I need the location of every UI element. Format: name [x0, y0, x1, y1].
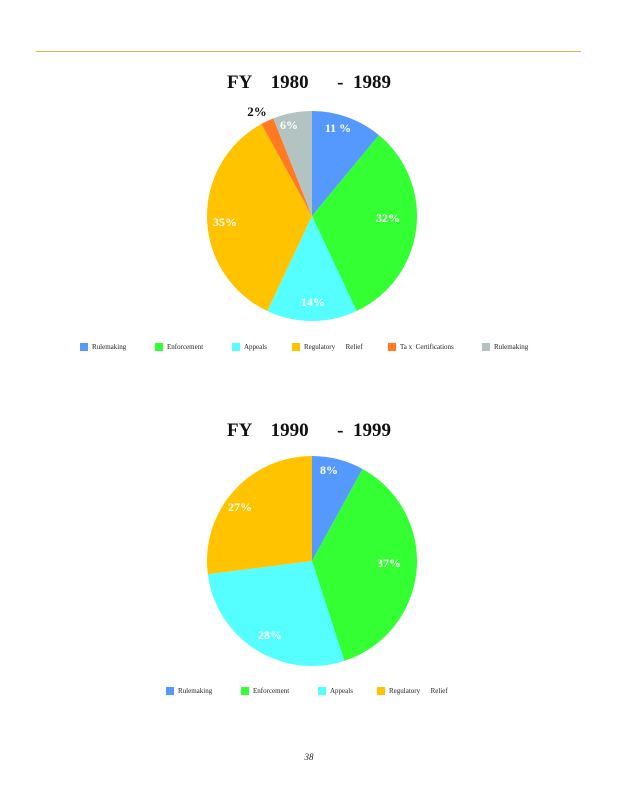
legend-swatch: [166, 687, 174, 695]
pie-slice-appeals: [267, 216, 357, 322]
top-rule: [36, 51, 581, 52]
pie-slice-appeals: [207, 561, 345, 666]
legend-label: Enforcement: [167, 343, 204, 351]
pie-slice-rulemaking: [312, 456, 363, 561]
chart-1-pie: 11 % 32% 14% 35% 2% 6%: [206, 104, 418, 322]
legend-label: Rulemaking: [92, 343, 127, 351]
pie-slice-tax-certifications: [261, 118, 312, 216]
pie-slice-rulemaking: [273, 111, 312, 216]
legend-item-rulemaking: Rulemaking: [80, 343, 126, 351]
pie-slice-regulatory-relief: [207, 456, 312, 575]
chart-1-title: FY 1980 - 1989: [227, 72, 391, 93]
legend-swatch: [241, 687, 249, 695]
legend-label: Appeals: [330, 687, 353, 695]
legend-label: Enforcement: [253, 687, 290, 695]
legend-swatch: [388, 343, 396, 351]
legend-label: Regulatory Relief: [304, 343, 363, 351]
chart-2-title: FY 1990 - 1999: [227, 420, 391, 441]
page-number: 38: [304, 752, 314, 762]
legend-swatch: [232, 343, 240, 351]
legend-label: Regulatory Relief: [389, 687, 448, 695]
chart-2-pie: 8% 37% 28% 27%: [207, 456, 417, 666]
pie-slice-regulatory-relief: [206, 123, 312, 312]
legend-label: Appeals: [244, 343, 267, 351]
slice-label-appeals: 14%: [301, 295, 325, 309]
legend-swatch: [292, 343, 300, 351]
pie-slice-enforcement: [312, 468, 417, 661]
legend-item-enforcement: Enforcement: [241, 687, 289, 695]
legend-swatch: [155, 343, 163, 351]
slice-label-tax-certifications: 2%: [247, 104, 267, 119]
legend-label: Rulemaking: [494, 343, 529, 351]
legend-item-enforcement: Enforcement: [155, 343, 203, 351]
legend-item-rulemaking: Rulemaking: [166, 687, 212, 695]
slice-label-appeals: 28%: [258, 628, 282, 642]
slice-label-enforcement: 37%: [377, 556, 401, 570]
legend-swatch: [318, 687, 326, 695]
pie-slice-enforcement: [312, 135, 418, 312]
legend-swatch: [377, 687, 385, 695]
legend-item-regulatory-relief: Regulatory Relief: [292, 343, 363, 351]
chart-2-legend: Rulemaking Enforcement Appeals Regulatory R…: [0, 687, 618, 701]
legend-item-appeals: Appeals: [318, 687, 353, 695]
slice-label-rulemaking: 11 %: [325, 121, 351, 135]
pie-slice-rulemaking: [312, 111, 379, 216]
legend-item-ta-x-certifications: Ta x Certifications: [388, 343, 454, 351]
legend-label: Rulemaking: [178, 687, 213, 695]
legend-item-regulatory-relief: Regulatory Relief: [377, 687, 448, 695]
legend-label: Ta x Certifications: [400, 343, 454, 351]
chart-1-legend: Rulemaking Enforcement Appeals Regulatory R…: [0, 343, 618, 357]
legend-item-appeals: Appeals: [232, 343, 267, 351]
slice-label-rulemaking: 6%: [280, 118, 298, 132]
legend-swatch: [482, 343, 490, 351]
slice-label-regulatory-relief: 27%: [228, 500, 252, 514]
legend-swatch: [80, 343, 88, 351]
slice-label-rulemaking: 8%: [320, 463, 338, 477]
slice-label-enforcement: 32%: [376, 211, 400, 225]
legend-item-rulemaking: Rulemaking: [482, 343, 528, 351]
slice-label-regulatory-relief: 35%: [213, 215, 237, 229]
